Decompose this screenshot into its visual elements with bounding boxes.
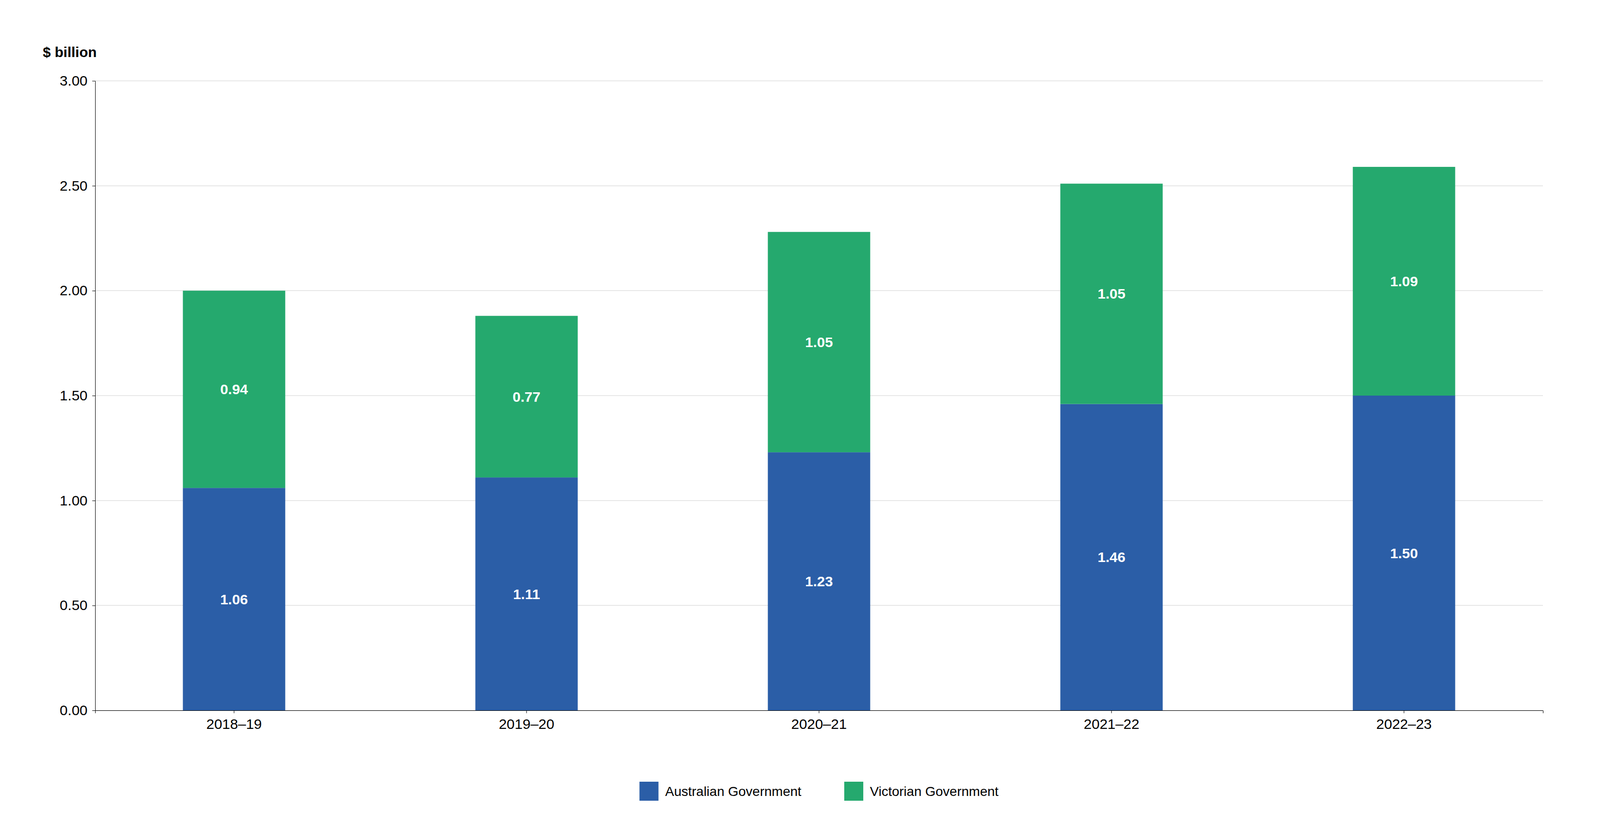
tick: 1.50: [59, 387, 96, 404]
bar: [1060, 404, 1163, 711]
bars: [182, 166, 1455, 711]
axis-title: $ billion: [42, 44, 97, 60]
legend: Australian Government Victorian Governmen…: [639, 781, 999, 801]
bar: [475, 477, 578, 711]
tick: 2021–22: [1083, 710, 1140, 732]
tick: 2019–20: [498, 710, 555, 732]
tick-label: 2.00: [59, 282, 88, 299]
tick-label: 1.50: [59, 387, 88, 404]
plot: 1.06 1.11 1.23 1.46 1.50 0.94 0.77 1.05 1.05 1.09…: [59, 72, 1544, 732]
axis-line: [92, 81, 96, 712]
tick-mark: [92, 290, 96, 292]
bar: [182, 290, 285, 488]
grid-line: [95, 80, 1543, 82]
grid-line: [95, 185, 1543, 187]
tick: 0.50: [59, 597, 96, 614]
bar: [767, 452, 870, 711]
bar-series: [182, 166, 1455, 488]
tick-label: 0.00: [59, 702, 88, 719]
tick-label: 1.00: [59, 492, 88, 509]
tick-mark: [1403, 710, 1405, 714]
legend-swatch: [639, 781, 659, 801]
bar: [1060, 183, 1163, 404]
data-label: 1.50: [1390, 545, 1418, 562]
y-axis: 0.00 0.50 1.00 1.50 2.00 2.50 3.00: [59, 72, 96, 719]
tick: 2022–23: [1376, 710, 1433, 732]
tick-mark: [92, 605, 96, 606]
tick: 2.50: [59, 177, 96, 194]
data-label: 1.05: [1097, 285, 1126, 302]
chart: 1.06 1.11 1.23 1.46 1.50 0.94 0.77 1.05 1.05 1.09…: [0, 0, 1600, 834]
bar: [1352, 166, 1455, 396]
legend-label: Australian Government: [664, 784, 802, 800]
data-label: 0.77: [512, 389, 541, 405]
data-label: 1.11: [513, 586, 541, 603]
tick-mark: [92, 80, 96, 82]
tick-label: 2021–22: [1083, 716, 1140, 732]
bar: [767, 232, 870, 453]
data-label: 1.09: [1390, 273, 1418, 290]
bar: [1352, 395, 1455, 711]
tick-label: 3.00: [59, 72, 88, 89]
data-labels: 1.06 1.11 1.23 1.46 1.50 0.94 0.77 1.05 1.05 1.09: [220, 273, 1418, 608]
tick-label: 0.50: [59, 597, 88, 614]
tick-mark: [234, 710, 235, 714]
legend-swatch: [844, 781, 864, 801]
tick: 0.00: [59, 702, 96, 719]
tick-mark: [92, 395, 96, 397]
tick: 1.00: [59, 492, 96, 509]
tick-mark: [92, 500, 96, 502]
tick: 2018–19: [206, 710, 263, 732]
grid: [95, 80, 1543, 711]
tick-label: 2020–21: [791, 716, 848, 732]
tick-mark: [526, 710, 527, 714]
tick-label: 2019–20: [498, 716, 555, 732]
data-label: 1.05: [805, 334, 833, 351]
data-label: 1.46: [1097, 549, 1126, 566]
legend-item: Victorian Government: [844, 781, 999, 801]
bar: [182, 487, 285, 711]
tick-mark: [819, 710, 820, 714]
tick: 2.00: [59, 282, 96, 299]
legend-item: Australian Government: [639, 781, 802, 801]
tick-label: 2018–19: [206, 716, 263, 732]
tick-mark: [1111, 710, 1112, 714]
tick: 2020–21: [791, 710, 848, 732]
data-label: 1.06: [220, 591, 248, 608]
data-label: 1.23: [805, 573, 833, 590]
tick-mark: [92, 185, 96, 187]
tick-mark: [92, 710, 96, 712]
x-axis: 2018–19 2019–20 2020–21 2021–22 2022–23: [95, 710, 1544, 732]
tick: 3.00: [59, 72, 96, 89]
axis-line: [95, 711, 1544, 714]
data-label: 0.94: [220, 381, 249, 398]
bar: [475, 315, 578, 478]
tick-label: 2022–23: [1376, 716, 1433, 732]
legend-label: Victorian Government: [869, 784, 999, 800]
tick-label: 2.50: [59, 177, 88, 194]
